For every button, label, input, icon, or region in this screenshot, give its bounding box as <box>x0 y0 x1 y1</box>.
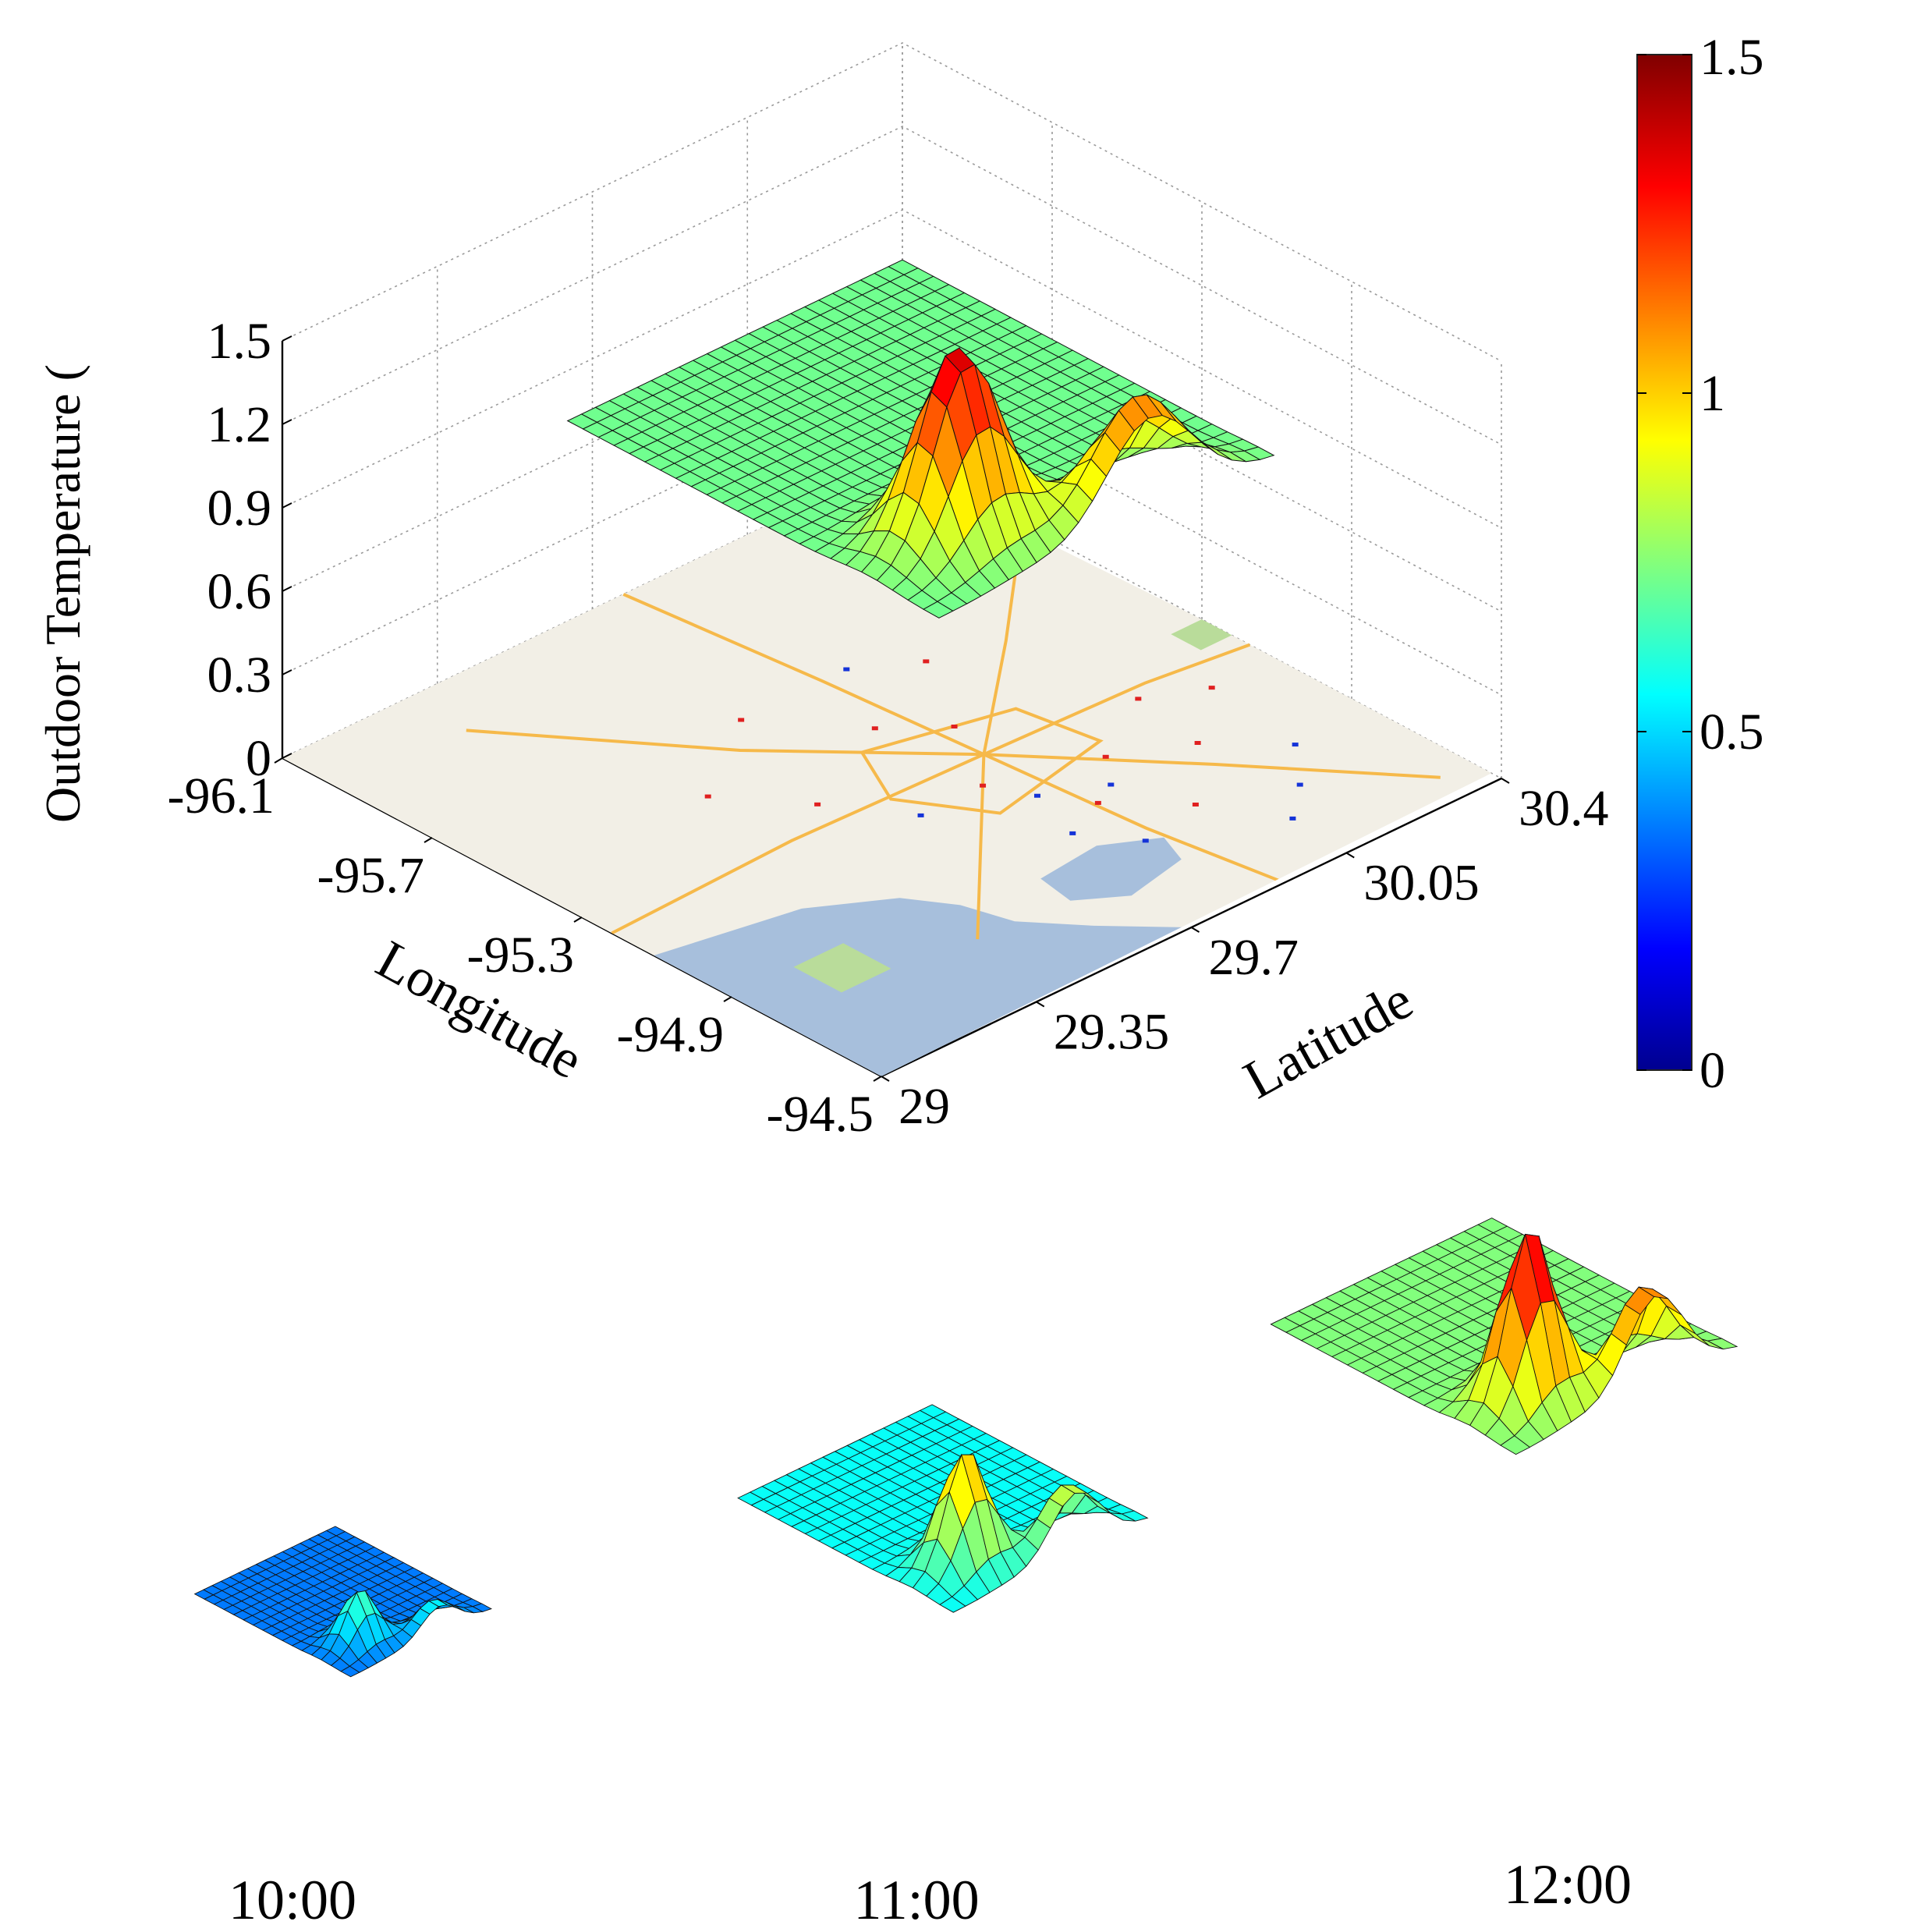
z-tick-label: 0.3 <box>207 647 272 704</box>
panel-time-label: 10:00 <box>229 1869 356 1931</box>
time-panel: 12:00 <box>1270 1218 1739 1916</box>
station-marker-blue <box>1069 831 1076 835</box>
z-tick-labels: 0 0.3 0.6 0.9 1.2 1.5 <box>207 313 292 787</box>
x-tick-label: -95.7 <box>317 847 424 904</box>
z-tick-mark <box>282 753 292 759</box>
y-tick-label: 29.35 <box>1054 1004 1170 1061</box>
panel-surface-patch <box>939 1596 966 1613</box>
grid-line <box>282 126 1502 445</box>
colorbar-tick-label: 0 <box>1700 1042 1725 1099</box>
x-tick-mark <box>573 916 583 923</box>
z-tick-label: 0 <box>246 730 271 787</box>
z-tick-mark <box>282 586 292 592</box>
station-marker-red <box>1194 741 1201 745</box>
station-marker-blue <box>1142 838 1149 843</box>
map-park <box>793 943 891 993</box>
y-tick-labels: 29 29.35 29.7 30.05 30.4 <box>881 778 1609 1135</box>
station-marker-red <box>923 659 930 664</box>
station-marker-blue <box>843 667 850 672</box>
station-marker-red <box>951 725 958 728</box>
time-panel: 10:00 <box>193 1526 493 1931</box>
y-tick-label: 29 <box>899 1078 950 1135</box>
x-tick-mark <box>274 757 283 764</box>
panel-surface-patch <box>340 1665 360 1678</box>
time-panel: 11:00 <box>737 1404 1149 1931</box>
x-tick-label: -94.9 <box>617 1006 724 1063</box>
colorbar-tick-labels: 0 0.5 1 1.5 <box>1637 29 1764 1099</box>
station-marker-blue <box>1033 793 1040 798</box>
x-tick-labels: -96.1 -95.7 -95.3 -94.9 -94.5 <box>168 757 882 1143</box>
station-marker-blue <box>1296 782 1303 787</box>
x-tick-mark <box>424 837 433 843</box>
colorbar-tick-label: 1 <box>1700 365 1725 422</box>
grid-line <box>282 42 1502 362</box>
z-tick-mark <box>282 669 292 675</box>
y-tick-mark <box>881 1076 890 1082</box>
map-road <box>976 523 1024 940</box>
station-marker-red <box>1208 686 1215 690</box>
x-tick-label: -95.3 <box>467 927 574 984</box>
map-water <box>654 898 1192 1076</box>
station-marker-red <box>1094 800 1101 805</box>
x-tick-label: -96.1 <box>168 767 275 824</box>
station-marker-red <box>704 794 711 799</box>
map-park <box>1171 619 1232 650</box>
surface-patch <box>922 601 954 619</box>
station-marker-red <box>738 718 745 722</box>
x-tick-mark <box>723 996 732 1002</box>
map-road <box>860 707 1104 815</box>
z-tick-mark <box>282 419 292 425</box>
time-panels: 10:00 11:00 12:00 <box>193 1218 1739 1931</box>
station-marker-blue <box>1292 743 1299 747</box>
colorbar-tick-label: 0.5 <box>1700 704 1764 760</box>
x-tick-label: -94.5 <box>767 1086 874 1143</box>
z-tick-label: 0.6 <box>207 563 272 620</box>
temperature-surface <box>566 259 1275 619</box>
z-tick-label: 1.2 <box>207 396 272 453</box>
z-axis-label: Outdoor Temperature ( <box>35 364 90 823</box>
z-tick-label: 1.5 <box>207 313 272 370</box>
y-tick-mark <box>1036 1001 1045 1008</box>
y-tick-label: 30.05 <box>1363 855 1480 912</box>
y-axis-label: Latitude <box>1234 970 1422 1111</box>
panel-time-label: 12:00 <box>1504 1853 1632 1916</box>
colorbar <box>1636 54 1692 1071</box>
y-tick-mark <box>1190 927 1200 933</box>
colorbar-gradient <box>1636 54 1692 1071</box>
y-tick-label: 30.4 <box>1519 780 1609 837</box>
station-marker-red <box>1135 697 1142 701</box>
y-tick-mark <box>1345 852 1355 859</box>
colorbar-tick-label: 1.5 <box>1700 29 1764 86</box>
z-tick-label: 0.9 <box>207 480 272 537</box>
station-marker-red <box>814 802 821 806</box>
station-marker-blue <box>917 813 924 817</box>
panel-time-label: 11:00 <box>853 1869 979 1931</box>
station-markers <box>704 659 1303 843</box>
z-tick-mark <box>282 335 292 342</box>
station-marker-red <box>1102 754 1109 759</box>
x-tick-mark <box>873 1076 882 1082</box>
station-marker-red <box>871 726 878 731</box>
y-tick-mark <box>1501 778 1510 784</box>
panel-surface-patch <box>1500 1435 1531 1455</box>
station-marker-red <box>1192 803 1199 806</box>
station-marker-blue <box>1289 816 1296 821</box>
station-marker-red <box>980 783 987 788</box>
z-tick-mark <box>282 502 292 509</box>
y-tick-label: 29.7 <box>1209 929 1299 986</box>
map-bay <box>1040 837 1182 901</box>
station-marker-blue <box>1108 782 1115 787</box>
